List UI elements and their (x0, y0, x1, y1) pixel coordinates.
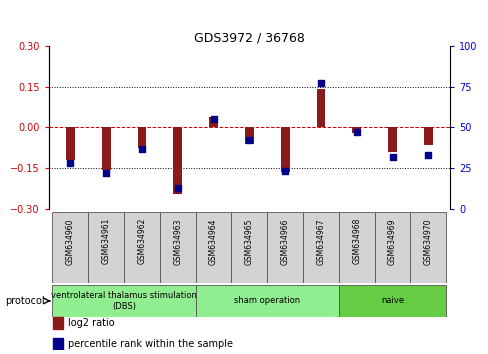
FancyBboxPatch shape (195, 285, 338, 317)
Text: GSM634962: GSM634962 (137, 218, 146, 264)
FancyBboxPatch shape (267, 212, 303, 283)
Bar (53, 317, 63, 329)
Text: sham operation: sham operation (234, 296, 300, 306)
Bar (53, 338, 63, 350)
FancyBboxPatch shape (231, 212, 267, 283)
Bar (316, 88, 325, 127)
FancyBboxPatch shape (374, 212, 409, 283)
FancyBboxPatch shape (160, 212, 195, 283)
FancyBboxPatch shape (124, 212, 160, 283)
Title: GDS3972 / 36768: GDS3972 / 36768 (194, 32, 304, 45)
Text: GSM634968: GSM634968 (351, 218, 361, 264)
Bar (137, 127, 146, 148)
Bar (244, 127, 253, 144)
Text: GSM634966: GSM634966 (280, 218, 289, 264)
Text: GSM634967: GSM634967 (316, 218, 325, 264)
Text: GSM634970: GSM634970 (423, 218, 432, 264)
Point (102, 170, 110, 176)
Text: ventrolateral thalamus stimulation
(DBS): ventrolateral thalamus stimulation (DBS) (51, 291, 197, 310)
Point (174, 185, 182, 190)
Bar (66, 127, 75, 160)
FancyBboxPatch shape (303, 212, 338, 283)
Point (352, 130, 360, 135)
FancyBboxPatch shape (338, 212, 374, 283)
Text: GSM634964: GSM634964 (209, 218, 218, 264)
Text: log2 ratio: log2 ratio (68, 318, 115, 328)
Point (66, 160, 74, 166)
Bar (102, 127, 110, 170)
FancyBboxPatch shape (195, 212, 231, 283)
Point (209, 116, 217, 122)
Bar (209, 116, 218, 127)
FancyBboxPatch shape (52, 212, 88, 283)
Text: GSM634961: GSM634961 (102, 218, 110, 264)
Bar (423, 127, 432, 145)
Point (245, 138, 253, 143)
FancyBboxPatch shape (409, 212, 446, 283)
Bar (351, 127, 361, 133)
Point (388, 154, 396, 160)
Text: GSM634965: GSM634965 (244, 218, 253, 264)
Text: GSM634963: GSM634963 (173, 218, 182, 264)
FancyBboxPatch shape (52, 285, 195, 317)
Point (424, 152, 431, 158)
Text: GSM634960: GSM634960 (66, 218, 75, 264)
Point (316, 81, 324, 86)
Text: GSM634969: GSM634969 (387, 218, 396, 264)
FancyBboxPatch shape (88, 212, 124, 283)
Text: naive: naive (380, 296, 404, 306)
Bar (280, 127, 289, 172)
Text: protocol: protocol (5, 296, 44, 306)
Bar (173, 127, 182, 194)
Point (281, 169, 288, 174)
FancyBboxPatch shape (338, 285, 446, 317)
Point (138, 146, 145, 152)
Text: percentile rank within the sample: percentile rank within the sample (68, 339, 233, 349)
Bar (387, 127, 396, 152)
